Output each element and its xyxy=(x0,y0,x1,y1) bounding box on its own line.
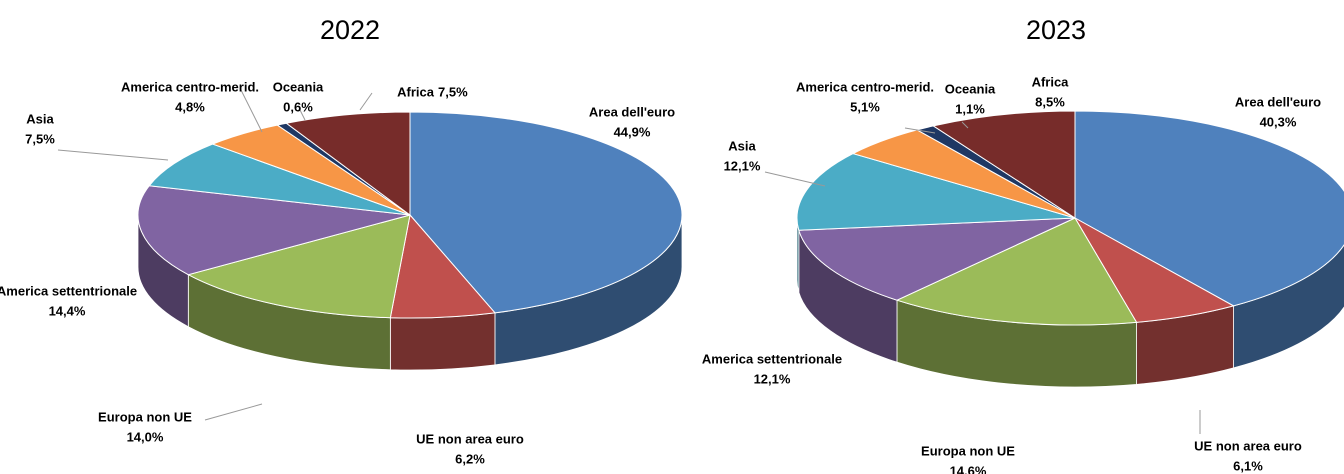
value-label: 40,3% xyxy=(1260,114,1297,129)
slice xyxy=(285,111,411,216)
slice-label: UE non area euro xyxy=(1194,438,1302,453)
value-label: 1,1% xyxy=(955,101,985,116)
value-label: 6,1% xyxy=(1233,458,1263,473)
value-label: 4,8% xyxy=(175,99,205,114)
slice xyxy=(1074,110,1344,307)
slice-label: Oceania xyxy=(945,81,996,96)
slice-label: Europa non UE xyxy=(921,443,1015,458)
slice-label: Europa non UE xyxy=(98,409,192,424)
slice-label: Area dell'euro xyxy=(1235,94,1321,109)
slice xyxy=(798,217,1076,301)
leader-line xyxy=(359,92,373,111)
slice-label: Africa xyxy=(397,84,435,99)
slice xyxy=(137,185,411,276)
value-label: 44,9% xyxy=(614,124,651,139)
slice-side xyxy=(389,312,496,371)
value-label: 5,1% xyxy=(850,99,880,114)
leader-line xyxy=(961,121,969,129)
slice-label: Asia xyxy=(728,138,756,153)
slice xyxy=(148,143,411,216)
slice-label: America centro-merid. xyxy=(796,79,934,94)
slice-label: America settentrionale xyxy=(0,283,137,298)
value-label: 7,5% xyxy=(25,131,55,146)
leader-line xyxy=(764,171,826,187)
leader-line xyxy=(57,149,169,161)
slice-label: Oceania xyxy=(273,79,324,94)
value-label: 7,5% xyxy=(438,84,468,99)
leader-line xyxy=(904,127,936,134)
slice xyxy=(796,153,1076,231)
value-label: 14,6% xyxy=(950,463,987,474)
chart-title: 2023 xyxy=(1026,15,1086,45)
leader-line xyxy=(204,403,263,421)
value-label: 12,1% xyxy=(724,158,761,173)
leader-line xyxy=(239,87,263,133)
slice-label: Asia xyxy=(26,111,54,126)
slice-label: UE non area euro xyxy=(416,431,524,446)
chart-title: 2022 xyxy=(320,15,380,45)
value-label: 0,6% xyxy=(283,99,313,114)
slice-label: Area dell'euro xyxy=(589,104,675,119)
value-label: 14,0% xyxy=(127,429,164,444)
slice xyxy=(186,214,411,319)
value-label: 8,5% xyxy=(1035,94,1065,109)
slice xyxy=(932,110,1076,219)
value-label: 6,2% xyxy=(455,451,485,466)
leader-line xyxy=(299,109,306,121)
slice xyxy=(409,111,683,314)
slice-label: America settentrionale xyxy=(702,351,842,366)
slice-label: Africa xyxy=(1032,74,1070,89)
value-label: 12,1% xyxy=(754,371,791,386)
slice-label: America centro-merid. xyxy=(121,79,259,94)
slice xyxy=(895,217,1138,326)
value-label: 14,4% xyxy=(49,303,86,318)
